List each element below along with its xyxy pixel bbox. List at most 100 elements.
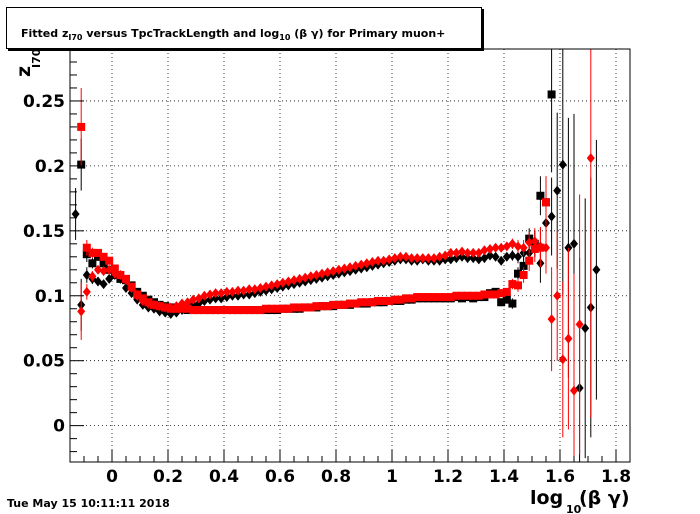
data-point-diamond — [491, 251, 500, 262]
y-tick-label: 0 — [53, 417, 65, 437]
data-point-diamond — [161, 302, 170, 313]
data-point-diamond — [234, 285, 242, 296]
x-tick-label: 1.8 — [601, 467, 631, 487]
data-point-square — [295, 303, 304, 312]
data-point-diamond — [94, 264, 102, 275]
data-point-diamond — [206, 289, 214, 300]
data-point-square — [424, 293, 433, 302]
data-point-square — [469, 291, 478, 300]
y-axis-title: z I70 — [13, 48, 43, 77]
data-point-square — [362, 298, 371, 307]
data-point-diamond — [385, 254, 394, 265]
data-point-square — [284, 304, 293, 313]
series-red-diamond — [77, 49, 595, 462]
data-point-square — [547, 90, 556, 99]
data-point-diamond — [497, 242, 506, 253]
data-point-diamond — [189, 294, 198, 305]
data-point-diamond — [267, 280, 276, 291]
data-point-diamond — [508, 250, 517, 261]
data-point-square — [502, 295, 511, 304]
data-point-square — [222, 306, 231, 315]
data-point-diamond — [558, 159, 567, 170]
data-point-square — [514, 269, 522, 278]
data-point-square — [340, 300, 349, 309]
data-point-diamond — [407, 253, 416, 264]
data-point-square — [536, 191, 545, 200]
data-point-square — [502, 287, 511, 296]
data-point-diamond — [306, 271, 315, 282]
data-point-diamond — [575, 319, 584, 330]
x-tick-label: 0.6 — [265, 467, 295, 487]
series-red-square — [77, 87, 550, 315]
data-point-diamond — [318, 268, 326, 279]
data-point-diamond — [592, 264, 601, 275]
data-point-diamond — [110, 268, 119, 279]
data-point-diamond — [430, 253, 438, 264]
data-point-diamond — [245, 284, 254, 295]
data-point-square — [77, 122, 86, 131]
data-point-diamond — [486, 250, 494, 261]
data-point-square — [250, 306, 259, 315]
data-point-diamond — [469, 247, 478, 258]
x-tick-label: 1.2 — [433, 467, 463, 487]
data-point-diamond — [351, 260, 360, 271]
data-point-square — [385, 296, 394, 305]
data-point-square — [413, 293, 422, 302]
data-point-diamond — [99, 266, 108, 277]
data-point-diamond — [368, 256, 377, 267]
data-point-diamond — [547, 314, 556, 325]
data-point-square — [88, 248, 97, 257]
data-point-square — [88, 259, 97, 268]
data-point-diamond — [581, 323, 590, 334]
data-point-square — [312, 302, 321, 311]
x-axis-title-suffix: (β γ) — [579, 487, 630, 509]
data-point-diamond — [211, 293, 220, 304]
data-point-diamond — [374, 255, 382, 266]
axis-ticks — [70, 48, 631, 462]
data-point-square — [306, 303, 315, 312]
data-point-diamond — [312, 269, 321, 280]
data-point-square — [542, 198, 550, 207]
data-point-square — [178, 304, 186, 313]
data-point-diamond — [570, 238, 578, 249]
data-point-diamond — [211, 288, 220, 299]
data-point-diamond — [346, 262, 354, 273]
data-point-square — [351, 299, 360, 308]
data-point-square — [508, 280, 517, 289]
data-point-diamond — [379, 255, 388, 266]
data-point-diamond — [116, 269, 125, 280]
data-point-square — [256, 306, 265, 315]
data-point-diamond — [446, 247, 455, 258]
data-point-diamond — [206, 294, 214, 305]
data-point-diamond — [452, 253, 461, 264]
title-subscript-i70: I70 — [68, 33, 83, 43]
data-point-diamond — [362, 258, 371, 269]
data-point-diamond — [178, 298, 186, 309]
data-point-square — [514, 281, 522, 290]
data-point-diamond — [418, 253, 427, 264]
data-point-diamond — [290, 275, 298, 286]
data-point-square — [430, 293, 438, 302]
data-point-square — [262, 304, 270, 313]
data-point-diamond — [122, 275, 130, 286]
x-axis-title: log 10 (β γ) — [530, 487, 630, 514]
data-point-diamond — [497, 255, 506, 266]
x-axis-title-main: log — [530, 487, 563, 509]
data-point-diamond — [553, 290, 562, 301]
data-point-square — [525, 256, 534, 265]
data-point-diamond — [514, 241, 522, 252]
data-point-diamond — [396, 251, 405, 262]
data-point-diamond — [273, 279, 282, 290]
data-point-square — [441, 293, 450, 302]
data-point-square — [323, 302, 332, 311]
data-point-square — [301, 303, 310, 312]
data-point-diamond — [144, 298, 153, 309]
data-point-square — [357, 298, 366, 307]
x-tick-label: 1.4 — [489, 467, 519, 487]
data-point-diamond — [166, 302, 175, 313]
y-tick-label: 0.1 — [35, 287, 65, 307]
data-point-square — [194, 306, 203, 315]
data-point-diamond — [452, 247, 461, 258]
data-point-diamond — [256, 282, 265, 293]
data-point-square — [379, 296, 388, 305]
